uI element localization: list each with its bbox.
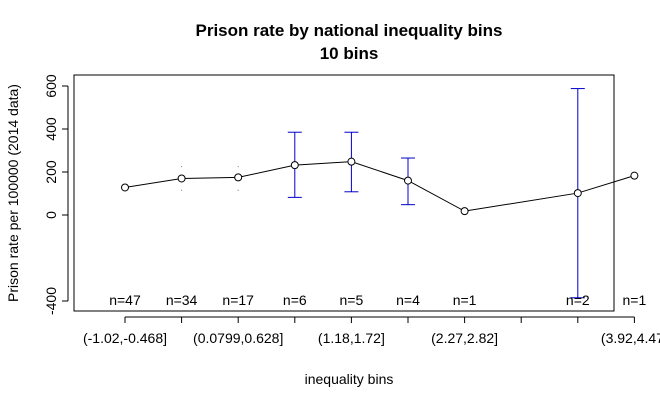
- x-tick-label: (0.0799,0.628]: [193, 330, 283, 346]
- n-label: n=4: [396, 292, 420, 308]
- error-bars: [124, 88, 585, 299]
- x-tick-label: (1.18,1.72]: [318, 330, 385, 346]
- y-axis: -400 0 200 400 600: [43, 74, 69, 315]
- data-point: [573, 189, 582, 198]
- y-tick-label: -400: [43, 287, 59, 315]
- x-tick-label: (-1.02,-0.468]: [83, 330, 167, 346]
- y-tick-label: 600: [43, 74, 59, 98]
- y-tick-label: 200: [43, 160, 59, 184]
- y-tick-label: 0: [43, 211, 59, 219]
- chart-title: Prison rate by national inequality bins: [195, 21, 502, 40]
- x-axis-label: inequality bins: [305, 371, 394, 387]
- data-point: [460, 207, 469, 216]
- n-label: n=47: [109, 292, 141, 308]
- data-point: [404, 176, 412, 185]
- x-tick-label: (2.27,2.82]: [431, 330, 498, 346]
- n-labels: n=47 n=34 n=17 n=6 n=5 n=4 n=1 n=2 n=1: [109, 292, 646, 308]
- y-tick-label: 400: [43, 117, 59, 141]
- data-point: [630, 171, 639, 180]
- y-axis-label: Prison rate per 100000 (2014 data): [5, 84, 21, 302]
- data-point: [290, 161, 299, 170]
- n-label: n=34: [166, 292, 198, 308]
- data-point: [121, 183, 129, 192]
- chart-subtitle: 10 bins: [320, 44, 379, 63]
- data-point: [234, 173, 243, 182]
- data-point: [347, 157, 356, 166]
- n-label: n=6: [283, 292, 307, 308]
- error-bar: [181, 166, 183, 191]
- n-label: n=1: [623, 292, 647, 308]
- error-bar: [237, 166, 239, 191]
- x-tick-label: (3.92,4.47]: [601, 330, 660, 346]
- mean-line: [124, 161, 635, 212]
- n-label: n=17: [222, 292, 254, 308]
- x-axis: (-1.02,-0.468] (0.0799,0.628] (1.18,1.72] (…: [83, 316, 660, 346]
- plot-area: [73, 74, 615, 312]
- n-label: n=1: [453, 292, 477, 308]
- series: [121, 157, 639, 216]
- data-point: [177, 174, 186, 183]
- n-label: n=2: [566, 292, 590, 308]
- n-label: n=5: [340, 292, 364, 308]
